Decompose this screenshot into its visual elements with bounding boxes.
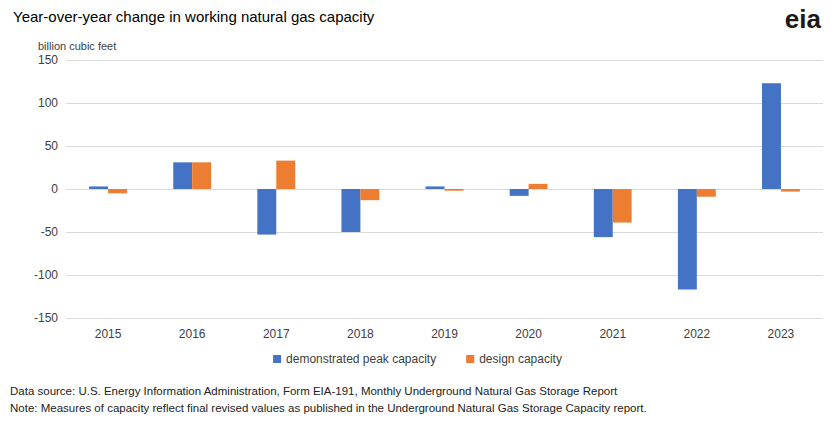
svg-text:2022: 2022 xyxy=(683,327,710,341)
svg-text:2018: 2018 xyxy=(347,327,374,341)
svg-text:eia: eia xyxy=(785,4,822,34)
svg-text:2017: 2017 xyxy=(263,327,290,341)
svg-text:-100: -100 xyxy=(34,268,58,282)
svg-text:design capacity: design capacity xyxy=(479,352,562,366)
svg-text:50: 50 xyxy=(45,139,59,153)
svg-text:-50: -50 xyxy=(41,225,59,239)
svg-text:2015: 2015 xyxy=(95,327,122,341)
svg-text:Note: Measures of capacity ref: Note: Measures of capacity reflect final… xyxy=(10,402,647,414)
svg-text:2020: 2020 xyxy=(515,327,542,341)
svg-text:billion cubic feet: billion cubic feet xyxy=(38,40,116,52)
svg-text:2023: 2023 xyxy=(768,327,795,341)
svg-text:150: 150 xyxy=(38,53,58,67)
svg-text:demonstrated peak capacity: demonstrated peak capacity xyxy=(286,352,436,366)
svg-text:Data source: U.S. Energy Infor: Data source: U.S. Energy Information Adm… xyxy=(10,385,618,397)
svg-text:2019: 2019 xyxy=(431,327,458,341)
svg-text:0: 0 xyxy=(51,182,58,196)
svg-text:2016: 2016 xyxy=(179,327,206,341)
svg-text:Year-over-year change in worki: Year-over-year change in working natural… xyxy=(13,8,375,25)
svg-text:2021: 2021 xyxy=(599,327,626,341)
svg-text:-150: -150 xyxy=(34,311,58,325)
svg-text:100: 100 xyxy=(38,96,58,110)
